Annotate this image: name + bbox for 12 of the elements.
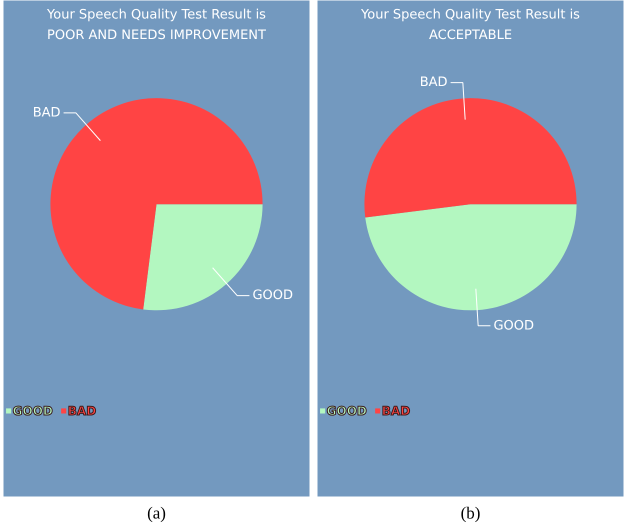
legend-label: GOOD — [12, 404, 53, 418]
slice-label: BAD — [32, 105, 61, 120]
legend-label: BAD — [382, 404, 410, 418]
chart-title: Your Speech Quality Test Result is POOR AND NEEDS IMPROVEMENT — [46, 8, 266, 43]
slice-label: BAD — [420, 75, 448, 90]
legend-label: GOOD — [326, 404, 367, 418]
text: (a) — [147, 504, 166, 522]
slice-label: GOOD — [493, 318, 534, 334]
text: (b) — [460, 504, 480, 522]
legend-label: BAD — [68, 404, 96, 418]
slice-label: GOOD — [252, 288, 294, 304]
chart-title: Your Speech Quality Test Result is ACCEPTABLE — [360, 8, 580, 43]
